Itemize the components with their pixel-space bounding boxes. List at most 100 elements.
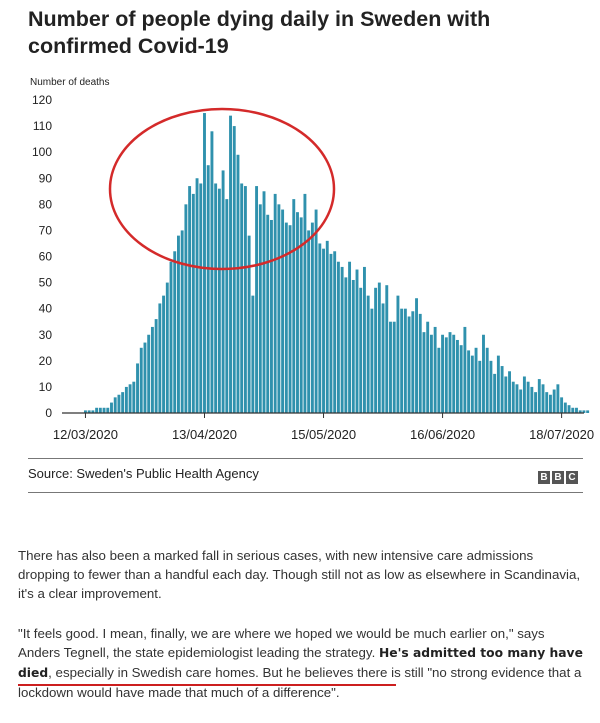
- bar: [84, 410, 87, 413]
- bar: [355, 269, 359, 413]
- bar: [147, 334, 151, 413]
- bar: [203, 113, 206, 413]
- x-axis: 12/03/2020 13/04/2020 15/05/2020 16/06/2020…: [53, 413, 594, 442]
- y-tick-label: 90: [39, 171, 53, 185]
- bar: [563, 402, 567, 413]
- bar: [422, 332, 426, 413]
- bar: [504, 376, 508, 413]
- bar: [132, 381, 136, 413]
- bar: [106, 407, 110, 413]
- care-homes-text: , especially in Swedish care homes.: [48, 665, 259, 680]
- bar: [534, 392, 538, 413]
- bar: [515, 384, 519, 413]
- bar: [340, 266, 344, 413]
- chart-title: Number of people dying daily in Sweden w…: [28, 7, 491, 58]
- y-tick-label: 20: [39, 354, 53, 368]
- bar: [392, 321, 396, 413]
- bar: [296, 212, 299, 413]
- bar: [333, 251, 337, 413]
- y-axis-label: Number of deaths: [30, 77, 110, 88]
- bar: [351, 279, 355, 413]
- bar: [348, 261, 352, 413]
- bar: [128, 384, 132, 413]
- bar: [366, 295, 370, 414]
- bar: [117, 394, 121, 413]
- bar: [162, 295, 166, 414]
- bar: [325, 240, 329, 413]
- bar: [441, 334, 445, 413]
- bar: [136, 363, 139, 413]
- bar: [370, 308, 374, 413]
- quote-text: "It feels good. I mean, finally, we are …: [18, 626, 545, 660]
- bar: [173, 251, 177, 413]
- bar: [154, 319, 158, 413]
- red-underline: [18, 684, 396, 686]
- bar: [500, 366, 504, 413]
- bar: [470, 355, 474, 413]
- bar: [437, 347, 441, 413]
- bar-series: [84, 113, 590, 414]
- y-tick-label: 70: [39, 223, 53, 237]
- bar: [508, 371, 511, 413]
- bar: [229, 115, 232, 414]
- article-paragraph-quote: "It feels good. I mean, finally, we are …: [18, 624, 588, 702]
- bar: [150, 326, 154, 413]
- bar: [199, 183, 203, 413]
- bar: [139, 347, 143, 413]
- bar: [288, 225, 292, 413]
- y-tick-label: 120: [32, 93, 52, 107]
- bar: [221, 170, 225, 413]
- bar: [522, 376, 526, 413]
- bar: [247, 235, 251, 413]
- bar: [526, 381, 530, 413]
- bar: [270, 219, 273, 413]
- bar: [251, 295, 255, 414]
- bar: [191, 193, 195, 413]
- bar: [318, 243, 322, 413]
- bar: [124, 386, 128, 413]
- bar: [560, 397, 564, 413]
- bar: [284, 222, 288, 413]
- logo-letter: B: [552, 471, 564, 484]
- bar: [236, 154, 240, 413]
- bar: [314, 209, 318, 413]
- bar: [459, 345, 463, 413]
- bar: [426, 321, 430, 413]
- bar: [381, 303, 385, 413]
- x-tick-label: 18/07/2020: [529, 427, 594, 442]
- bar: [444, 337, 448, 413]
- bar: [121, 392, 125, 413]
- bar: [307, 230, 311, 413]
- y-tick-label: 100: [32, 145, 52, 159]
- bar: [415, 298, 418, 413]
- bar: [266, 214, 270, 413]
- bar: [292, 199, 296, 413]
- x-tick-label: 16/06/2020: [410, 427, 475, 442]
- bar: [586, 410, 590, 413]
- y-tick-label: 10: [39, 380, 53, 394]
- bar: [303, 193, 307, 413]
- bar: [158, 303, 162, 413]
- bar: [582, 410, 586, 413]
- bar: [578, 410, 582, 413]
- bar: [496, 355, 500, 413]
- y-tick-label: 30: [39, 328, 53, 342]
- logo-letter: B: [538, 471, 550, 484]
- bar: [549, 394, 552, 413]
- logo-letter: C: [566, 471, 578, 484]
- bar: [322, 248, 325, 413]
- bar: [433, 326, 437, 413]
- bar: [482, 334, 485, 413]
- bar: [359, 287, 363, 413]
- highlighted-claim: He's admitted too many have died: [18, 646, 583, 680]
- bar: [467, 350, 471, 413]
- bar: [180, 230, 184, 413]
- x-tick-label: 12/03/2020: [53, 427, 118, 442]
- y-tick-label: 50: [39, 276, 53, 290]
- chart: Number of deaths 0 10 20 30 40 50 60 70 80 90 100 1…: [30, 77, 594, 442]
- bar: [403, 308, 407, 413]
- bar: [456, 339, 459, 413]
- bar: [374, 287, 378, 413]
- bar: [214, 183, 218, 413]
- y-tick-label: 40: [39, 302, 53, 316]
